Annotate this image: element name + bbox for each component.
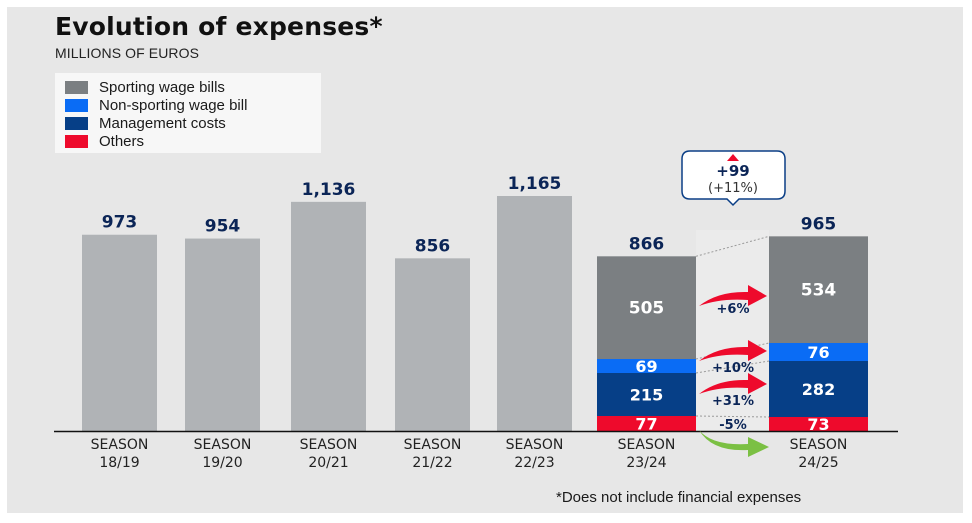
bar bbox=[395, 258, 470, 431]
legend-label: Non-sporting wage bill bbox=[99, 96, 248, 114]
callout-percent: (+11%) bbox=[708, 181, 758, 196]
bar-segment-management bbox=[597, 373, 696, 416]
category-label-line2: 20/21 bbox=[308, 455, 348, 471]
legend-label: Others bbox=[99, 132, 145, 150]
footnote: *Does not include financial expenses bbox=[556, 489, 802, 506]
up-triangle-icon bbox=[727, 154, 739, 161]
total-value-label: 954 bbox=[205, 217, 241, 237]
segment-value-label: 534 bbox=[801, 281, 837, 301]
chart-subtitle: MILLIONS OF EUROS bbox=[55, 45, 200, 61]
category-label-line2: 18/19 bbox=[99, 455, 139, 471]
category-label-line1: SEASON bbox=[404, 437, 462, 453]
segment-value-label: 505 bbox=[629, 299, 665, 319]
total-value-label: 973 bbox=[102, 213, 138, 233]
total-value-label: 965 bbox=[801, 214, 837, 234]
connector-line bbox=[695, 415, 770, 418]
category-label-line2: 21/22 bbox=[412, 455, 452, 471]
increase-arrow-icon bbox=[699, 373, 767, 394]
segment-value-label: 69 bbox=[635, 357, 657, 376]
segment-value-label: 77 bbox=[635, 415, 657, 434]
legend: Sporting wage bills Non-sporting wage bi… bbox=[55, 73, 321, 153]
increase-arrow-icon bbox=[699, 340, 767, 361]
total-value-label: 1,136 bbox=[302, 180, 356, 200]
legend-swatch-management bbox=[65, 116, 88, 130]
bar-segment-others bbox=[769, 417, 868, 431]
category-label-line1: SEASON bbox=[618, 437, 676, 453]
legend-swatch-others bbox=[65, 134, 88, 148]
bar-segment-management bbox=[769, 361, 868, 417]
bar bbox=[497, 196, 572, 431]
segment-value-label: 282 bbox=[802, 380, 835, 399]
bar-segment-sporting bbox=[769, 236, 868, 343]
category-label-line2: 22/23 bbox=[514, 455, 554, 471]
segment-value-label: 76 bbox=[807, 343, 829, 362]
total-value-label: 866 bbox=[629, 234, 665, 254]
category-label-line1: SEASON bbox=[300, 437, 358, 453]
category-label-line1: SEASON bbox=[790, 437, 848, 453]
legend-item-sporting: Sporting wage bills bbox=[65, 78, 225, 96]
segment-value-label: 215 bbox=[630, 386, 663, 405]
bar-segment-non-sporting bbox=[597, 359, 696, 373]
category-label-line2: 19/20 bbox=[202, 455, 242, 471]
category-label-line2: 24/25 bbox=[798, 455, 838, 471]
total-value-label: 856 bbox=[415, 236, 451, 256]
legend-swatch-sporting bbox=[65, 80, 88, 94]
connector-line bbox=[695, 360, 770, 374]
bar-segment-sporting bbox=[597, 256, 696, 359]
bar bbox=[291, 201, 366, 431]
comparison-strip bbox=[696, 230, 769, 431]
change-label: -5% bbox=[719, 418, 746, 433]
change-label: +6% bbox=[717, 302, 750, 317]
category-label-line1: SEASON bbox=[91, 437, 149, 453]
legend-item-non-sporting: Non-sporting wage bill bbox=[65, 96, 247, 114]
category-label-line1: SEASON bbox=[194, 437, 252, 453]
callout-value: +99 bbox=[716, 162, 749, 180]
increase-arrow-icon bbox=[699, 285, 767, 306]
decrease-arrow-icon bbox=[699, 430, 769, 457]
change-label: +10% bbox=[712, 361, 754, 376]
bar bbox=[185, 238, 260, 431]
change-callout bbox=[681, 150, 786, 207]
total-value-label: 1,165 bbox=[508, 174, 562, 194]
connector-line bbox=[695, 235, 770, 257]
legend-item-others: Others bbox=[65, 132, 144, 150]
bar-segment-others bbox=[597, 416, 696, 431]
legend-swatch-non-sporting bbox=[65, 98, 88, 112]
bar-segment-non-sporting bbox=[769, 343, 868, 361]
legend-label: Management costs bbox=[99, 114, 226, 132]
segment-value-label: 73 bbox=[807, 415, 829, 434]
bar bbox=[82, 234, 157, 431]
category-label-line2: 23/24 bbox=[626, 455, 666, 471]
legend-item-management: Management costs bbox=[65, 114, 226, 132]
change-label: +31% bbox=[712, 394, 754, 409]
chart-title: Evolution of expenses* bbox=[55, 12, 383, 41]
category-label-line1: SEASON bbox=[506, 437, 564, 453]
legend-label: Sporting wage bills bbox=[99, 78, 225, 96]
